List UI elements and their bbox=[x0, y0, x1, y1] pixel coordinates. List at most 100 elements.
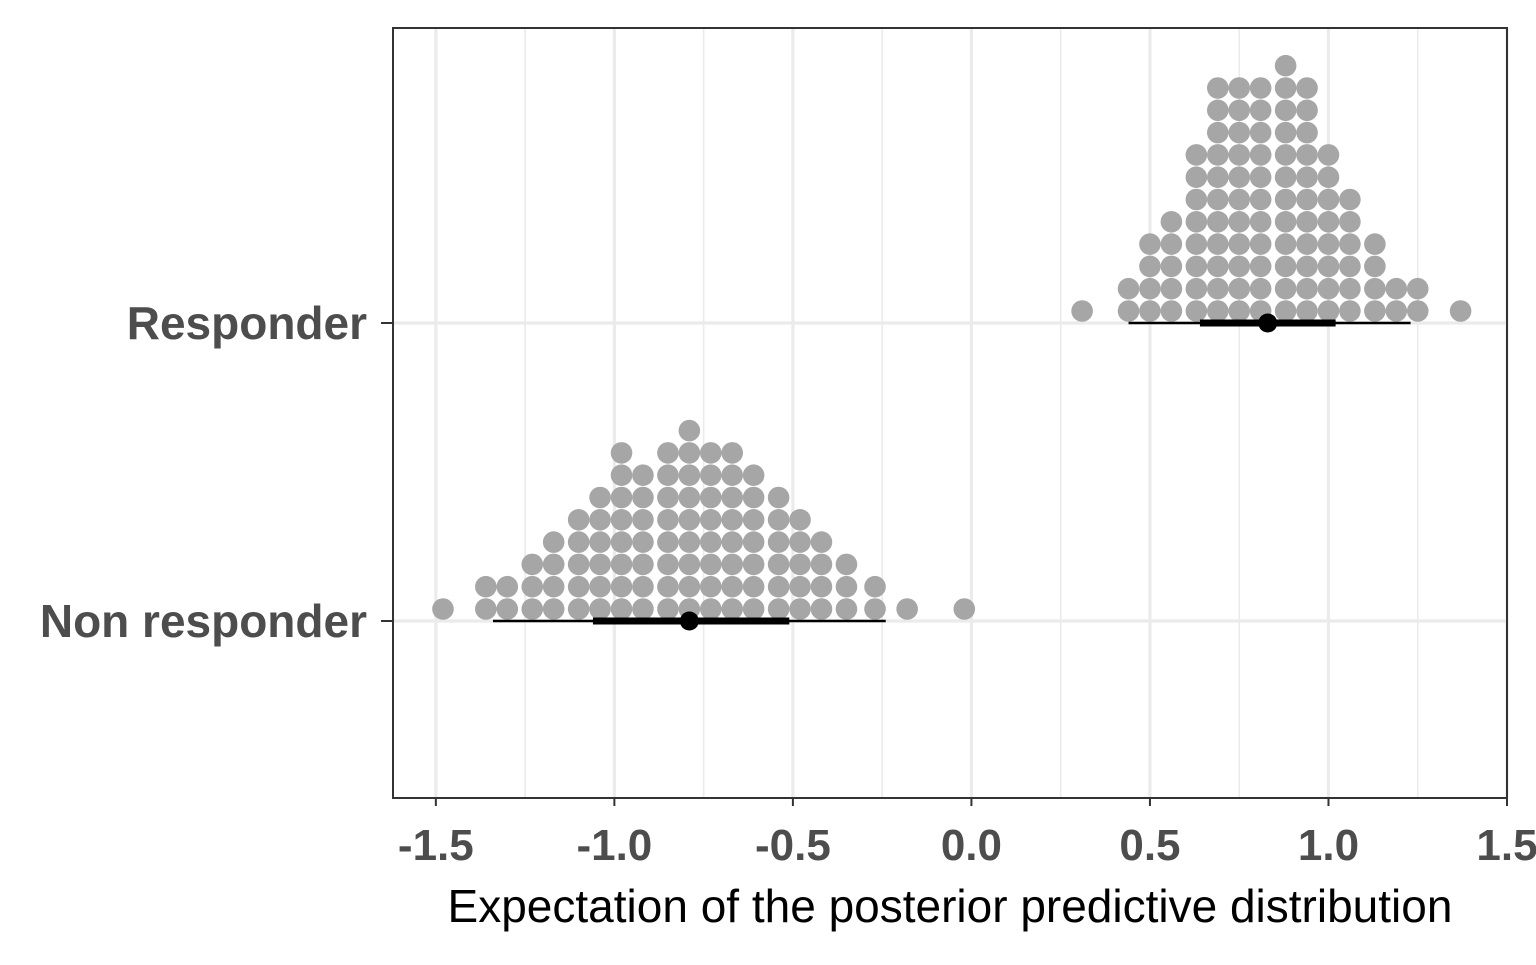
data-dot bbox=[721, 531, 743, 553]
data-dot bbox=[1117, 277, 1140, 300]
data-dot bbox=[632, 486, 654, 509]
data-dot bbox=[1317, 144, 1340, 166]
dot-layer bbox=[432, 54, 1472, 620]
data-dot bbox=[589, 486, 611, 509]
data-dot bbox=[835, 598, 858, 620]
data-dot bbox=[1228, 99, 1251, 122]
data-dot bbox=[1185, 166, 1208, 188]
data-dot bbox=[1228, 77, 1251, 99]
data-dot bbox=[610, 509, 633, 531]
data-dot bbox=[1249, 99, 1272, 122]
data-dot bbox=[610, 575, 633, 598]
data-dot bbox=[835, 553, 858, 576]
data-dot bbox=[1139, 233, 1161, 255]
data-dot bbox=[567, 553, 590, 576]
data-dot bbox=[1274, 54, 1297, 77]
data-dot bbox=[657, 509, 679, 531]
data-dot bbox=[1206, 188, 1229, 211]
interval-layer bbox=[492, 313, 1411, 631]
data-dot bbox=[789, 531, 811, 553]
data-dot bbox=[542, 598, 565, 620]
data-dot bbox=[1228, 166, 1251, 188]
data-dot bbox=[721, 553, 743, 576]
data-dot bbox=[742, 464, 765, 487]
data-dot bbox=[1185, 255, 1208, 278]
data-dot bbox=[1206, 99, 1229, 122]
data-dot bbox=[632, 553, 654, 576]
data-dot bbox=[767, 509, 790, 531]
data-dot bbox=[678, 531, 701, 553]
data-dot bbox=[589, 553, 611, 576]
x-tick-label: 0.5 bbox=[1119, 821, 1180, 870]
data-dot bbox=[1385, 300, 1408, 322]
data-dot bbox=[1160, 211, 1183, 233]
data-dot bbox=[1185, 188, 1208, 211]
data-dot bbox=[1249, 233, 1272, 255]
data-dot bbox=[721, 442, 743, 464]
data-dot bbox=[1206, 300, 1229, 322]
data-dot bbox=[721, 464, 743, 487]
data-dot bbox=[810, 531, 833, 553]
data-dot bbox=[521, 598, 544, 620]
x-tick-label: -1.0 bbox=[576, 821, 652, 870]
x-tick-label: 1.5 bbox=[1476, 821, 1536, 870]
data-dot bbox=[864, 575, 886, 598]
data-dot bbox=[567, 598, 590, 620]
data-dot bbox=[1274, 99, 1297, 122]
data-dot bbox=[475, 575, 497, 598]
data-dot bbox=[1296, 144, 1318, 166]
data-dot bbox=[699, 509, 722, 531]
data-dot bbox=[1296, 277, 1318, 300]
data-dot bbox=[1185, 233, 1208, 255]
data-dot bbox=[1071, 300, 1093, 322]
data-dot bbox=[864, 598, 886, 620]
data-dot bbox=[657, 531, 679, 553]
data-dot bbox=[742, 486, 765, 509]
data-dot bbox=[678, 486, 701, 509]
data-dot bbox=[1406, 277, 1429, 300]
x-tick-label: 1.0 bbox=[1298, 821, 1359, 870]
data-dot bbox=[1160, 300, 1183, 322]
data-dot bbox=[1296, 188, 1318, 211]
data-dot bbox=[742, 553, 765, 576]
data-dot bbox=[496, 598, 519, 620]
data-dot bbox=[1249, 255, 1272, 278]
data-dot bbox=[699, 531, 722, 553]
data-dot bbox=[632, 464, 654, 487]
data-dot bbox=[1274, 233, 1297, 255]
data-dot bbox=[699, 575, 722, 598]
data-dot bbox=[1228, 300, 1251, 322]
data-dot bbox=[742, 531, 765, 553]
data-dot bbox=[521, 553, 544, 576]
data-dot bbox=[1139, 300, 1161, 322]
data-dot bbox=[1385, 277, 1408, 300]
data-dot bbox=[589, 509, 611, 531]
data-dot bbox=[721, 598, 743, 620]
data-dot bbox=[1228, 144, 1251, 166]
data-dot bbox=[1249, 211, 1272, 233]
data-dot bbox=[810, 553, 833, 576]
data-dot bbox=[542, 553, 565, 576]
data-dot bbox=[1249, 121, 1272, 144]
x-tick-label: 0.0 bbox=[941, 821, 1002, 870]
data-dot bbox=[810, 575, 833, 598]
data-dot bbox=[767, 575, 790, 598]
data-dot bbox=[1274, 211, 1297, 233]
data-dot bbox=[1296, 166, 1318, 188]
data-dot bbox=[1160, 255, 1183, 278]
data-dot bbox=[1317, 188, 1340, 211]
data-dot bbox=[721, 509, 743, 531]
data-dot bbox=[1139, 277, 1161, 300]
data-dot bbox=[1206, 77, 1229, 99]
data-dot bbox=[542, 575, 565, 598]
data-dot bbox=[1296, 211, 1318, 233]
data-dot bbox=[789, 598, 811, 620]
data-dot bbox=[1449, 300, 1472, 322]
data-dot bbox=[657, 575, 679, 598]
data-dot bbox=[589, 598, 611, 620]
data-dot bbox=[589, 575, 611, 598]
data-dot bbox=[1274, 77, 1297, 99]
data-dot bbox=[721, 575, 743, 598]
